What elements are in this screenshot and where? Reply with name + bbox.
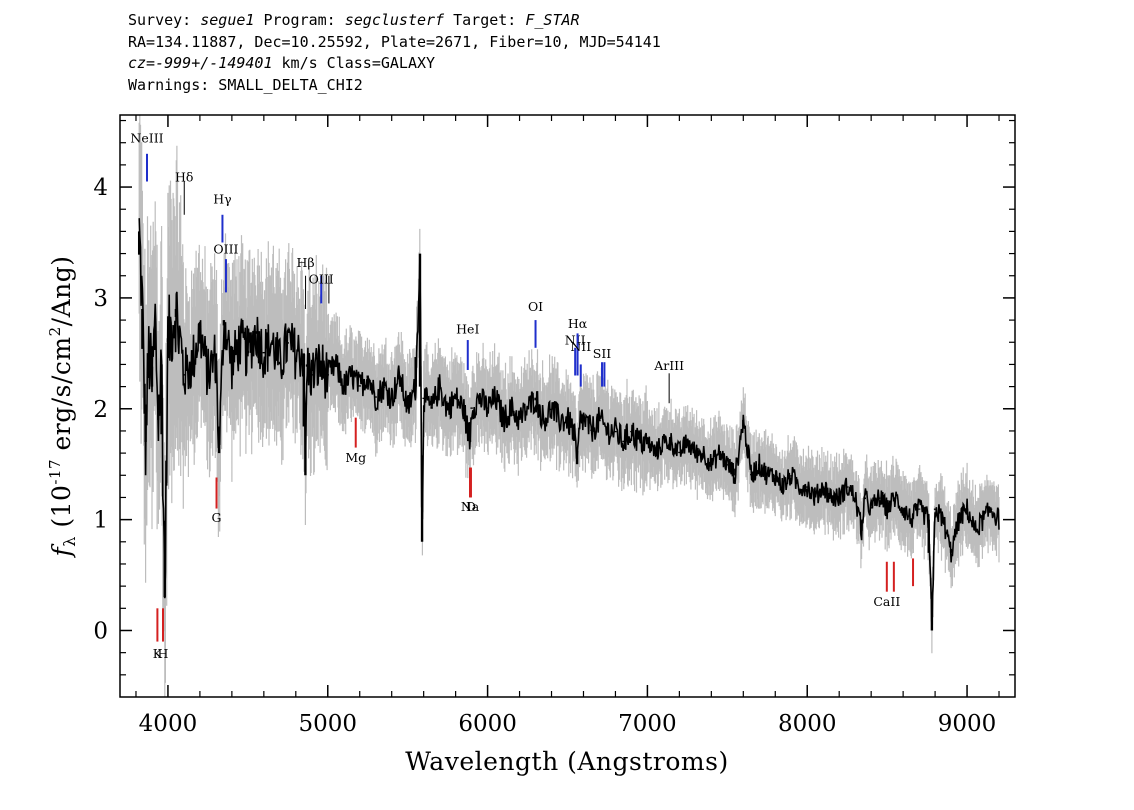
line-label-NeIII: NeIII <box>130 131 163 146</box>
x-tick-label: 8000 <box>778 711 837 737</box>
line-label-ArIII: ArIII <box>653 358 684 373</box>
line-label-H: H <box>158 646 169 661</box>
line-label-Na: Na <box>461 499 480 514</box>
spectrum-header: Survey: segue1 Program: segclusterf Targ… <box>128 10 661 96</box>
flux-layer <box>137 218 1000 631</box>
x-tick-label: 6000 <box>458 711 517 737</box>
line-label-Hα: Hα <box>568 316 588 331</box>
line-label-OIII: OIII <box>309 272 334 287</box>
x-tick-label: 7000 <box>618 711 677 737</box>
flux-feature-points <box>137 231 993 631</box>
y-tick-label: 3 <box>93 286 108 312</box>
header-line-3: cz=-999+/-149401 km/s Class=GALAXY <box>128 53 661 75</box>
flux-series-line <box>138 218 1000 630</box>
survey-label: Survey: <box>128 11 201 29</box>
line-label-K: K <box>153 646 163 661</box>
class-text: km/s Class=GALAXY <box>272 54 436 72</box>
x-tick-label: 9000 <box>938 711 997 737</box>
line-label-NII: NII <box>565 332 586 347</box>
line-label-OIII: OIII <box>213 242 238 257</box>
x-axis-title: Wavelength (Angstroms) <box>405 747 728 776</box>
y-tick-label: 1 <box>93 508 108 534</box>
x-tick-label: 5000 <box>298 711 357 737</box>
y-tick-label: 2 <box>93 397 108 423</box>
line-label-Mg: Mg <box>345 450 366 465</box>
plot-frame <box>119 114 1016 698</box>
line-label-D: D <box>466 499 476 514</box>
cz-value: cz=-999+/-149401 <box>128 54 273 72</box>
program-value: segclusterf <box>344 11 445 29</box>
line-label-Hβ: Hβ <box>296 255 314 270</box>
target-value: F_STAR <box>525 11 580 29</box>
header-line-4: Warnings: SMALL_DELTA_CHI2 <box>128 75 363 94</box>
y-tick-label: 0 <box>93 618 108 644</box>
survey-value: segue1 <box>200 11 255 29</box>
header-line-1: Survey: segue1 Program: segclusterf Targ… <box>128 10 661 32</box>
line-label-NII: NII <box>570 339 591 354</box>
line-label-Hγ: Hγ <box>213 192 231 207</box>
program-label: Program: <box>254 11 345 29</box>
y-axis-title: fλ (10-17 erg/s/cm2/Ang) <box>46 255 79 558</box>
axes-layer: 4000 5000 6000 7000 8000 9000 0 1 2 3 4 <box>93 115 1015 737</box>
line-label-CaII: CaII <box>873 594 900 609</box>
line-label-G: G <box>212 510 222 525</box>
target-label: Target: <box>444 11 526 29</box>
header-line-2: RA=134.11887, Dec=10.25592, Plate=2671, … <box>128 32 661 51</box>
y-tick-label: 4 <box>93 175 108 201</box>
x-tick-label: 4000 <box>139 711 198 737</box>
line-label-Hδ: Hδ <box>175 170 193 185</box>
line-label-SII: SII <box>593 346 612 361</box>
line-label-OI: OI <box>528 299 543 314</box>
line-label-HeI: HeI <box>456 321 479 336</box>
y-axis-title-text: fλ (10-17 erg/s/cm2/Ang) <box>46 255 79 558</box>
